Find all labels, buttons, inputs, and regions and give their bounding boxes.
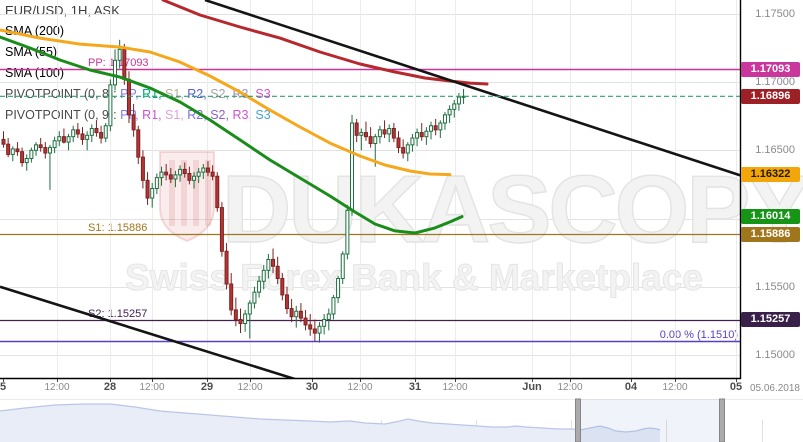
trendlines <box>0 0 742 387</box>
navigator-selection[interactable] <box>578 399 722 442</box>
pivotpoint-prefix: PIVOTPOINT (0, 9): <box>5 108 121 122</box>
sma-line-1 <box>0 35 464 235</box>
lower-channel-line[interactable] <box>0 285 318 387</box>
navigator-area <box>0 404 660 442</box>
pivot-token-r2: R2, <box>187 108 211 122</box>
navigator-handle-left[interactable] <box>575 398 581 442</box>
candles-layer <box>1 39 466 343</box>
gridlines <box>0 0 740 378</box>
pivot-s2-line-label: S2: 1.15257 <box>88 307 148 320</box>
watermark-tagline-text: Swiss Forex Bank & Marketplace <box>125 257 703 298</box>
sma-55-legend-label: SMA (55) <box>5 45 58 59</box>
pivot-token-r3: R3, <box>232 108 256 122</box>
upper-channel-line[interactable] <box>204 0 742 177</box>
fib-0-line-label: 0.00 % (1.1510) <box>659 328 738 341</box>
chart-legend: EUR/USD, 1H, ASK SMA (200) SMA (55) SMA … <box>5 3 271 129</box>
watermark-brand-text: DUKASCOPY <box>222 156 803 263</box>
pivot-token-r1: R1, <box>142 108 166 122</box>
pivot-token-s3: S3 <box>255 87 271 101</box>
pivot-token-s2: S2, <box>210 108 233 122</box>
pivotpoint-prefix: PIVOTPOINT (0, 8): <box>5 87 121 101</box>
pivot-token-r2: R2, <box>187 87 211 101</box>
sma-line-0 <box>161 0 489 86</box>
pivot-token-s1: S1, <box>165 108 188 122</box>
sma-line-2 <box>0 28 452 177</box>
navigator-handle-right[interactable] <box>719 398 725 442</box>
pivot-token-s2: S2, <box>210 87 233 101</box>
pivot-pp-line-label: PP: 1.17093 <box>88 56 149 69</box>
chart-navigator[interactable] <box>0 398 803 442</box>
pivot-s1-line-label: S1: 1.15886 <box>88 221 148 234</box>
pivot-token-s3: S3 <box>255 108 271 122</box>
